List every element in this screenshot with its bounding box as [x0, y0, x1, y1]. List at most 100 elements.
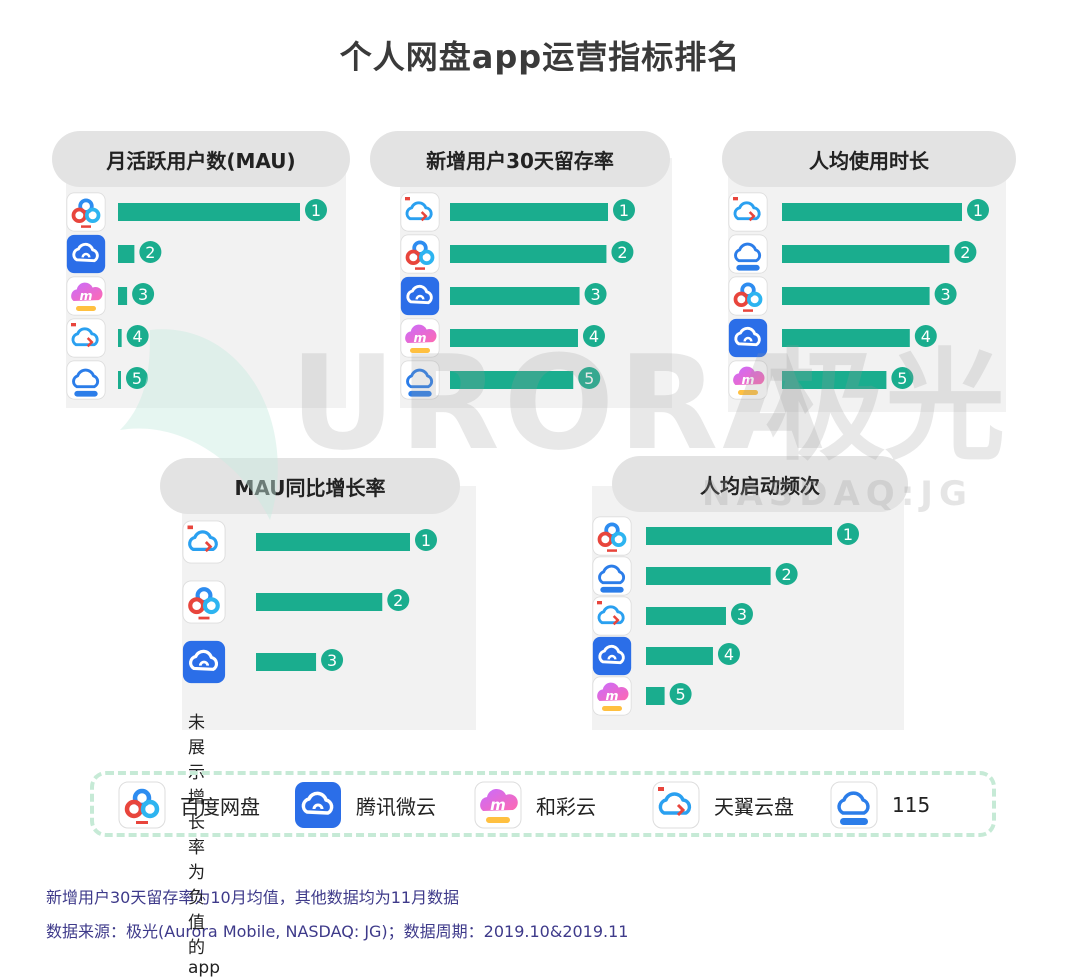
mau-growth-chart: 1 2 3: [182, 520, 437, 684]
rank-label: 4: [724, 645, 734, 664]
tianyi-cloud-icon: [728, 192, 768, 232]
legend-item-tianyi: 天翼云盘: [652, 779, 794, 831]
rank-badge: [132, 283, 155, 305]
bar-p115: [450, 371, 574, 389]
footnote-source: 数据来源：极光(Aurora Mobile, NASDAQ: JG)；数据周期：…: [46, 922, 629, 941]
bar-tencent: [256, 653, 317, 671]
mau-growth-title-pill: MAU同比增长率: [160, 458, 460, 514]
baidu-netdisk-icon: [118, 781, 166, 829]
rank-badge: [775, 563, 798, 585]
rank-badge: [415, 529, 437, 551]
bar-baidu: [782, 287, 930, 305]
bar-p115: [118, 371, 121, 389]
rank-label: 5: [897, 369, 907, 388]
launch-frequency-chart: 1 2 3 4 5: [592, 516, 859, 716]
bar-tianyi: [450, 203, 608, 221]
legend-label: 115: [892, 793, 931, 817]
115-cloud-icon: [66, 360, 106, 400]
rank-badge: [954, 241, 977, 263]
rank-label: 2: [960, 243, 970, 262]
rank-label: 5: [132, 369, 142, 388]
rank-badge: [837, 523, 859, 545]
rank-label: 4: [133, 327, 143, 346]
page-title: 个人网盘app运营指标排名: [339, 38, 741, 76]
mau-title-pill: 月活跃用户数(MAU): [52, 131, 350, 187]
tianyi-cloud-icon: [652, 781, 700, 829]
rank-badge: [584, 283, 607, 305]
retention-title-pill: 新增用户30天留存率: [370, 131, 670, 187]
bar-tianyi: [782, 203, 962, 221]
tencent-weiyun-icon: [400, 276, 440, 316]
retention-chart: 1 2 3 4 5: [400, 192, 635, 400]
legend-item-baidu: 百度网盘: [118, 779, 260, 831]
tencent-weiyun-icon: [182, 640, 226, 684]
bar-tencent: [782, 329, 910, 347]
rank-badge: [611, 241, 634, 263]
rank-label: 3: [327, 651, 337, 670]
tianyi-cloud-icon: [400, 192, 440, 232]
115-cloud-icon: [830, 781, 878, 829]
usage-time-title-pill: 人均使用时长: [722, 131, 1016, 187]
rank-badge: [387, 589, 410, 611]
legend-label: 和彩云: [536, 794, 596, 819]
rank-label: 1: [619, 201, 629, 220]
legend-item-115: 115: [830, 779, 930, 831]
bar-baidu: [118, 203, 300, 221]
tencent-weiyun-icon: [592, 636, 632, 676]
rank-label: 5: [584, 369, 594, 388]
legend-item-hecai: 和彩云: [474, 779, 596, 831]
rank-badge: [730, 603, 753, 625]
bar-tencent: [646, 647, 713, 665]
rank-label: 3: [138, 285, 148, 304]
tianyi-cloud-icon: [592, 596, 632, 636]
115-cloud-icon: [728, 234, 768, 274]
hecaiyun-icon: [400, 318, 440, 358]
rank-badge: [139, 241, 162, 263]
baidu-netdisk-icon: [66, 192, 106, 232]
tencent-weiyun-icon: [66, 234, 106, 274]
rank-label: 5: [676, 685, 686, 704]
rank-label: 3: [737, 605, 747, 624]
hecaiyun-icon: [728, 360, 768, 400]
rank-label: 3: [590, 285, 600, 304]
baidu-netdisk-icon: [400, 234, 440, 274]
legend-item-tencent: 腾讯微云: [294, 779, 436, 831]
rank-badge: [126, 367, 148, 389]
bar-tencent: [450, 287, 580, 305]
bar-tianyi: [256, 533, 410, 551]
tianyi-cloud-icon: [66, 318, 106, 358]
bar-hecai: [118, 287, 128, 305]
panel-background: [728, 158, 1006, 412]
legend-label: 百度网盘: [180, 794, 260, 819]
rank-label: 2: [145, 243, 155, 262]
tianyi-cloud-icon: [182, 520, 226, 564]
tencent-weiyun-icon: [728, 318, 768, 358]
rank-badge: [717, 643, 740, 665]
panel-background: [66, 158, 346, 408]
app-legend: 百度网盘 腾讯微云 和彩云 天翼云盘 115: [90, 771, 996, 837]
hecaiyun-icon: [592, 676, 632, 716]
hecaiyun-icon: [66, 276, 106, 316]
baidu-netdisk-icon: [183, 581, 225, 623]
bar-tianyi: [118, 329, 122, 347]
rank-label: 3: [941, 285, 951, 304]
launch-frequency-title-pill: 人均启动频次: [612, 456, 908, 512]
rank-label: 4: [589, 327, 599, 346]
rank-label: 1: [421, 531, 431, 550]
rank-label: 2: [617, 243, 627, 262]
rank-label: 1: [973, 201, 983, 220]
rank-label: 4: [921, 327, 931, 346]
legend-label: 天翼云盘: [714, 794, 794, 819]
bar-baidu: [256, 593, 383, 611]
rank-label: 2: [782, 565, 792, 584]
bar-p115: [646, 567, 771, 585]
bar-baidu: [450, 245, 607, 263]
legend-label: 腾讯微云: [356, 794, 436, 819]
tencent-weiyun-icon: [294, 781, 342, 829]
rank-badge: [578, 367, 601, 389]
bar-hecai: [646, 687, 665, 705]
bar-hecai: [450, 329, 578, 347]
bar-tianyi: [646, 607, 726, 625]
rank-badge: [613, 199, 635, 221]
bar-p115: [782, 245, 950, 263]
